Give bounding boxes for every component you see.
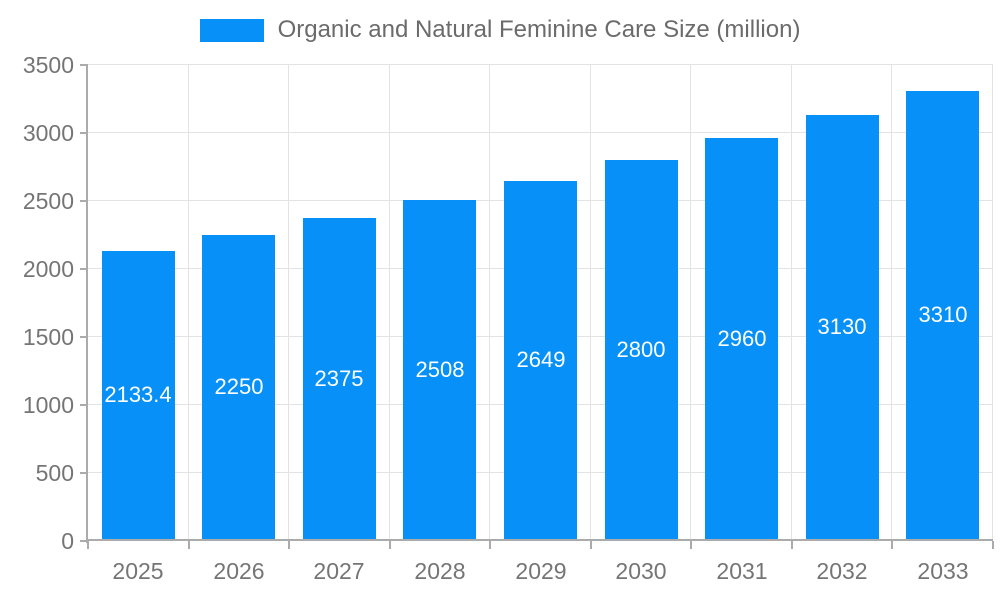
x-tick-label: 2031 <box>716 558 768 584</box>
bar[interactable] <box>806 115 879 539</box>
x-gridline <box>489 65 490 541</box>
y-tick <box>80 268 88 270</box>
y-tick-label: 3500 <box>22 52 74 78</box>
x-axis-line <box>86 539 993 541</box>
x-gridline <box>188 65 189 541</box>
y-gridline <box>88 64 993 65</box>
x-tick <box>992 541 994 549</box>
x-gridline <box>389 65 390 541</box>
bar[interactable] <box>403 200 476 539</box>
y-tick-label: 1500 <box>22 324 74 350</box>
y-axis-line <box>86 65 88 543</box>
chart-legend[interactable]: Organic and Natural Feminine Care Size (… <box>0 16 1000 44</box>
y-gridline <box>88 132 993 133</box>
x-tick <box>288 541 290 549</box>
bar[interactable] <box>102 251 175 539</box>
bar[interactable] <box>705 138 778 539</box>
x-tick <box>489 541 491 549</box>
y-tick <box>80 540 88 542</box>
y-tick <box>80 336 88 338</box>
y-tick-label: 500 <box>35 460 74 486</box>
x-gridline <box>791 65 792 541</box>
y-tick <box>80 132 88 134</box>
x-tick <box>791 541 793 549</box>
x-gridline <box>992 65 993 541</box>
y-tick <box>80 200 88 202</box>
x-gridline <box>288 65 289 541</box>
bar-value-label: 2649 <box>516 347 566 372</box>
bar[interactable] <box>605 160 678 539</box>
x-gridline <box>891 65 892 541</box>
legend-swatch <box>199 18 264 42</box>
x-tick <box>188 541 190 549</box>
bar-value-label: 2508 <box>415 357 465 382</box>
x-gridline <box>590 65 591 541</box>
x-tick-label: 2030 <box>615 558 667 584</box>
x-tick-label: 2029 <box>515 558 567 584</box>
bar[interactable] <box>906 91 979 539</box>
bar-value-label: 2375 <box>314 366 364 391</box>
x-tick <box>389 541 391 549</box>
y-tick-label: 1000 <box>22 392 74 418</box>
bar-value-label: 2133.4 <box>104 382 172 407</box>
bar-value-label: 2960 <box>717 326 767 351</box>
y-tick-label: 2500 <box>22 188 74 214</box>
x-tick-label: 2032 <box>816 558 868 584</box>
x-tick-label: 2027 <box>313 558 365 584</box>
bar[interactable] <box>303 218 376 539</box>
x-tick-label: 2025 <box>112 558 164 584</box>
bar-value-label: 2250 <box>214 374 264 399</box>
bar[interactable] <box>202 235 275 539</box>
bar-value-label: 2800 <box>616 337 666 362</box>
y-tick-label: 2000 <box>22 256 74 282</box>
y-tick <box>80 64 88 66</box>
x-tick-label: 2033 <box>917 558 969 584</box>
x-tick <box>87 541 89 549</box>
x-gridline <box>690 65 691 541</box>
x-tick <box>891 541 893 549</box>
bar[interactable] <box>504 181 577 539</box>
x-tick-label: 2026 <box>213 558 265 584</box>
x-tick <box>590 541 592 549</box>
bar-value-label: 3310 <box>918 302 968 327</box>
legend-label: Organic and Natural Feminine Care Size (… <box>277 16 801 43</box>
x-tick <box>690 541 692 549</box>
bar-value-label: 3130 <box>817 314 867 339</box>
y-tick <box>80 404 88 406</box>
y-tick-label: 0 <box>61 528 74 554</box>
y-tick-label: 3000 <box>22 120 74 146</box>
y-tick <box>80 472 88 474</box>
x-tick-label: 2028 <box>414 558 466 584</box>
